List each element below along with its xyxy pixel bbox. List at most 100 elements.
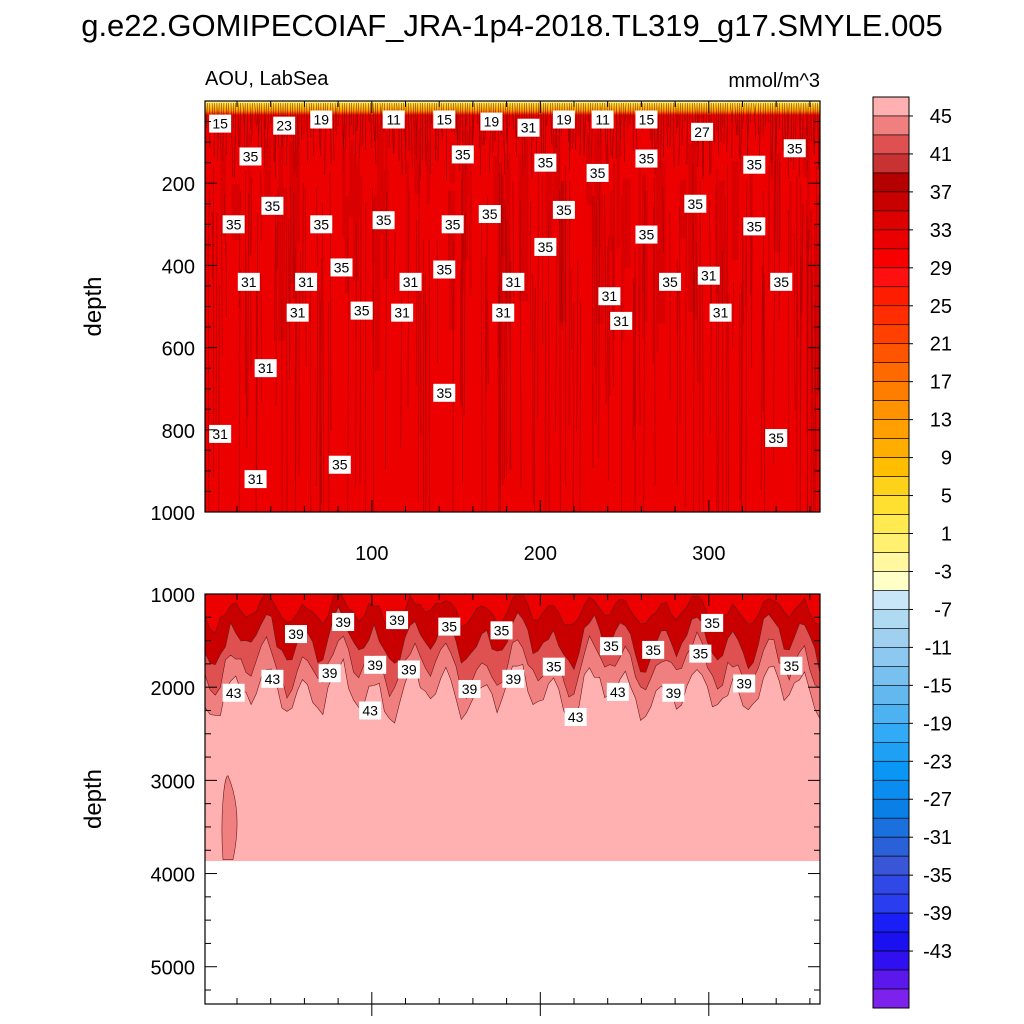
contour-label-box	[478, 205, 501, 224]
contour-label: 31	[492, 303, 515, 322]
x-tick-label: 300	[692, 543, 725, 565]
contour-label: 39	[332, 612, 355, 631]
contour-label-box	[517, 118, 540, 137]
colorbar-label: 13	[930, 410, 952, 432]
contour-label: 31	[254, 359, 277, 378]
contour-label-text: 35	[436, 262, 452, 278]
contour-label: 19	[310, 110, 333, 129]
contour-label-text: 35	[455, 146, 471, 162]
y-tick-label: 200	[162, 174, 195, 196]
contour-label-text: 11	[595, 111, 610, 127]
colorbar-box	[872, 191, 910, 212]
contour-label-text: 35	[376, 212, 392, 228]
contour-label: 35	[490, 621, 513, 640]
contour-label-box	[691, 122, 714, 141]
contour-label-box	[364, 655, 387, 674]
contour-label: 35	[239, 147, 262, 166]
contour-label-box	[458, 680, 481, 699]
colorbar-label: -19	[923, 713, 952, 735]
y-axis-ticks	[205, 593, 820, 991]
contour-label-box	[783, 139, 806, 158]
contour-label-text: 43	[265, 671, 281, 687]
x-axis-ticks	[236, 101, 811, 512]
contour-label: 31	[610, 311, 633, 330]
y-axis-ticks	[205, 100, 820, 513]
contour-label: 31	[295, 272, 318, 291]
contour-label-box	[480, 112, 503, 131]
contour-label: 35	[534, 153, 557, 172]
plot-area-1	[205, 594, 820, 861]
colorbar-label: -43	[923, 941, 952, 963]
colorbar-box	[872, 400, 910, 420]
contour-label-text: 35	[662, 274, 678, 290]
contour-label-text: 43	[568, 709, 584, 725]
contour-label: 35	[328, 455, 351, 474]
contour-labels-1: 39 39 39 35 35 35 35 35 35 35 43 43 39 39 39 39 39 35 43 43…	[222, 611, 803, 726]
contour-label-text: 35	[436, 385, 452, 401]
contour-label-text: 11	[386, 111, 401, 127]
contour-label-box	[310, 215, 333, 234]
contour-label: 31	[244, 470, 267, 489]
colorbar-box	[872, 267, 910, 288]
colorbar-box	[872, 286, 910, 307]
upper-depth-panel: 15 23 19 11 15 19 31 19 11 15 27 35 35 35 35 35 35 35 35 35…	[80, 68, 821, 565]
contour-label-text: 19	[313, 111, 329, 127]
colorbar-frame	[872, 96, 910, 1009]
band-33	[205, 594, 820, 634]
colorbar-box	[872, 362, 910, 382]
colorbar-box	[872, 912, 910, 933]
contour-label-box	[244, 470, 267, 489]
contour-label: 35	[743, 217, 766, 236]
y-tick-label: 1000	[151, 585, 196, 607]
contour-label: 39	[318, 664, 341, 683]
colorbar-box	[872, 836, 910, 857]
contour-label: 35	[684, 194, 707, 213]
contour-label-box	[697, 266, 720, 285]
colorbar-box	[872, 229, 910, 250]
contour-label-text: 15	[639, 111, 655, 127]
contour-label: 35	[635, 225, 658, 244]
contour-label-box	[552, 110, 575, 129]
contour-label: 35	[770, 272, 793, 291]
contour-label: 43	[606, 682, 629, 701]
colorbar-label: 41	[930, 144, 952, 166]
colorbar-box	[872, 96, 910, 117]
contour-label-box	[635, 225, 658, 244]
colorbar-box	[872, 552, 910, 572]
colorbar-label: 45	[930, 106, 952, 128]
contour-label-text: 31	[394, 305, 410, 321]
contour-label-text: 35	[704, 615, 720, 631]
contour-label: 35	[438, 617, 461, 636]
contour-label-box	[441, 215, 464, 234]
colorbar-box	[872, 760, 910, 781]
contour-label-box	[598, 287, 621, 306]
colorbar-box	[872, 305, 910, 326]
contour-label-text: 35	[787, 140, 803, 156]
contour-label-box	[332, 612, 355, 631]
contour-label: 31	[391, 303, 414, 322]
contour-label: 39	[397, 660, 420, 679]
colorbar-label: 25	[930, 296, 952, 318]
y-tick-label: 800	[162, 421, 195, 443]
contour-label-box	[743, 155, 766, 174]
y-tick-label: 1000	[151, 503, 196, 525]
colorbar-box	[872, 628, 910, 648]
contour-label-box	[642, 640, 665, 659]
contour-label: 35	[441, 215, 464, 234]
contour-label: 31	[286, 303, 309, 322]
contour-label-box	[534, 237, 557, 256]
contour-label-text: 35	[226, 216, 242, 232]
colorbar-label: 29	[930, 258, 952, 280]
y-tick-label: 3000	[151, 771, 196, 793]
y-tick-labels: 200 400 600 800 1000	[151, 174, 196, 525]
contour-label-text: 35	[603, 638, 619, 654]
colorbar-label: 37	[930, 182, 952, 204]
y-tick-label: 2000	[151, 678, 196, 700]
colorbar-box	[872, 476, 910, 496]
y-axis-label: depth	[80, 769, 107, 829]
contour-label-text: 31	[212, 426, 228, 442]
x-tick-labels: 100 200 300	[355, 543, 725, 565]
contour-label-text: 31	[506, 274, 522, 290]
contour-label: 35	[478, 205, 501, 224]
